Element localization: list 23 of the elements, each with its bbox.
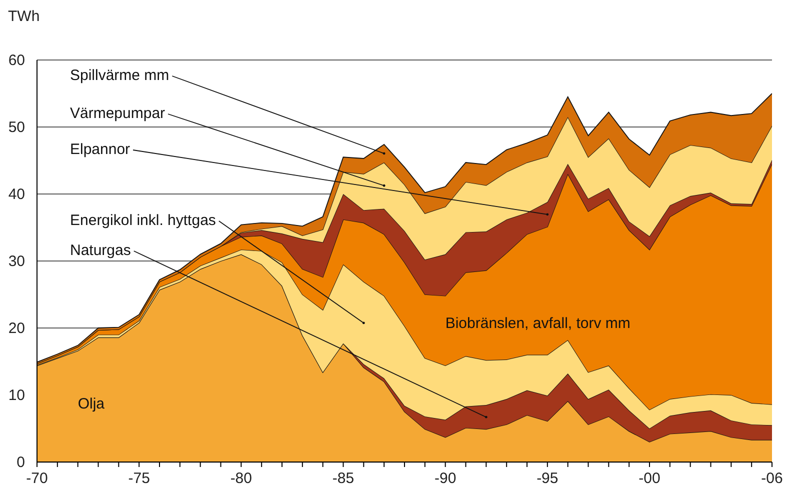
x-tick-label: -85 [332,470,354,487]
y-axis-title: TWh [8,8,40,25]
text: Värmepumpar [70,105,166,122]
y-tick-label: 60 [8,52,25,69]
series-label: Biobränslen, avfall, torv mm [445,315,630,332]
x-tick-label: -75 [128,470,150,487]
y-tick-label: 20 [8,320,25,337]
y-tick-label: 30 [8,253,25,270]
series-label: Olja [78,395,106,412]
y-tick-label: 40 [8,186,25,203]
x-tick-label: -90 [434,470,456,487]
y-tick-label: 0 [16,454,25,471]
text: Spillvärme mm [70,67,170,84]
x-tick-label: -06 [761,470,783,487]
y-tick-label: 50 [8,119,25,136]
series-label: Energikol inkl. hyttgas [70,212,216,229]
text: Elpannor [70,141,130,158]
x-tick-label: -95 [536,470,558,487]
y-tick-label: 10 [8,387,25,404]
x-tick-label: -80 [230,470,252,487]
x-tick-label: -70 [26,470,48,487]
text: Naturgas [70,242,131,259]
x-tick-label: -00 [638,470,660,487]
